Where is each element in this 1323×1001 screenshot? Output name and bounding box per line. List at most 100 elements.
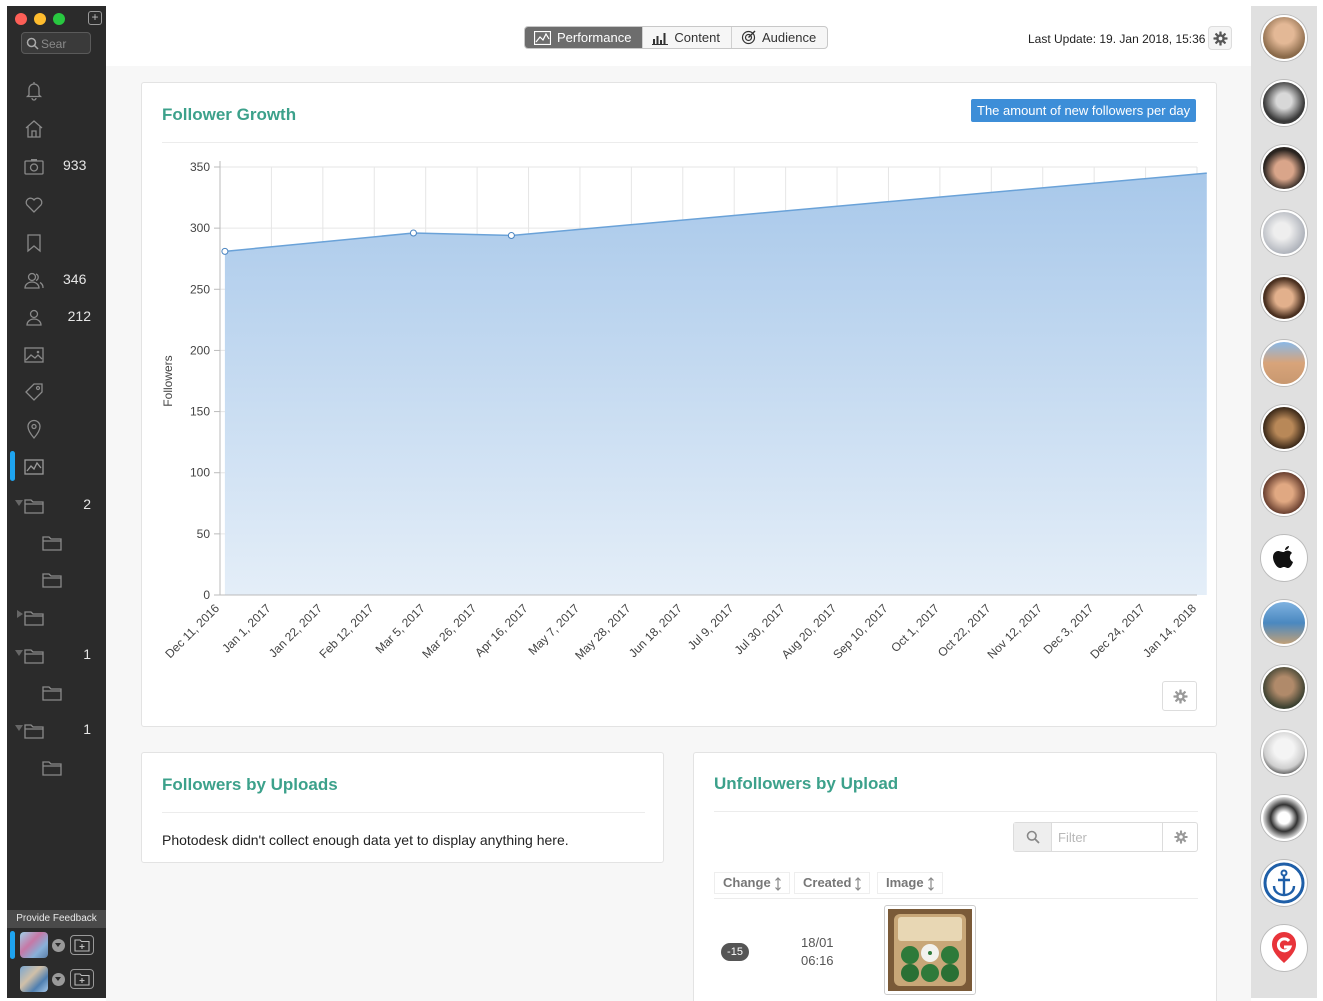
y-axis-label: Followers xyxy=(161,355,175,406)
x-tick-label: Jun 18, 2017 xyxy=(626,601,685,660)
tab-content[interactable]: Content xyxy=(643,27,732,48)
x-tick-label: Jul 30, 2017 xyxy=(732,601,788,657)
account-dropdown-icon[interactable] xyxy=(52,939,65,952)
expand-toggle[interactable] xyxy=(15,500,23,506)
follower-growth-card: Follower Growth The amount of new follow… xyxy=(141,82,1217,727)
x-tick-label: Sep 10, 2017 xyxy=(830,601,891,662)
last-update-text: Last Update: 19. Jan 2018, 15:36 xyxy=(1028,32,1206,46)
filter-input[interactable] xyxy=(1058,829,1158,845)
profile-avatar[interactable] xyxy=(1261,80,1307,126)
profile-avatar[interactable] xyxy=(1261,15,1307,61)
y-tick-label: 0 xyxy=(203,588,210,602)
account-row[interactable] xyxy=(7,929,106,961)
profile-avatar[interactable] xyxy=(1261,665,1307,711)
tab-performance[interactable]: Performance xyxy=(525,27,644,48)
account-row[interactable] xyxy=(7,963,106,995)
account-avatar[interactable] xyxy=(20,932,48,958)
chart-settings-button[interactable] xyxy=(1162,681,1197,711)
account-dropdown-icon[interactable] xyxy=(52,973,65,986)
sidebar-subfolder[interactable] xyxy=(7,526,106,556)
sidebar-folder-4[interactable]: 1 xyxy=(7,714,106,744)
x-tick-label: May 7, 2017 xyxy=(525,601,582,658)
column-header-change[interactable]: Change xyxy=(714,872,790,894)
sidebar-item-locations[interactable] xyxy=(7,412,106,442)
sidebar-item-followers[interactable]: 346 xyxy=(7,264,106,294)
profile-avatar[interactable] xyxy=(1261,795,1307,841)
expand-toggle[interactable] xyxy=(17,610,23,618)
add-account-button[interactable] xyxy=(70,935,94,955)
add-account-button[interactable] xyxy=(70,969,94,989)
sidebar-item-notifications[interactable] xyxy=(7,74,106,104)
folder-icon xyxy=(24,649,44,664)
gear-icon xyxy=(1213,31,1228,46)
divider xyxy=(162,142,1198,143)
view-switcher: Performance Content Audience xyxy=(524,26,829,49)
gear-icon xyxy=(1174,830,1188,844)
expand-toggle[interactable] xyxy=(15,650,23,656)
profile-avatar[interactable] xyxy=(1261,470,1307,516)
upload-thumbnail[interactable] xyxy=(884,905,976,995)
sidebar-subfolder[interactable] xyxy=(7,751,106,781)
profile-avatar[interactable] xyxy=(1261,600,1307,646)
sidebar-item-following[interactable]: 212 xyxy=(7,301,106,331)
sidebar-subfolder[interactable] xyxy=(7,563,106,593)
y-tick-label: 50 xyxy=(197,527,211,541)
y-tick-label: 150 xyxy=(190,405,210,419)
zoom-window-button[interactable] xyxy=(53,13,65,25)
filter-search-button[interactable] xyxy=(1014,823,1052,851)
user-icon xyxy=(26,309,42,326)
table-settings-button[interactable] xyxy=(1162,823,1198,851)
column-header-created[interactable]: Created xyxy=(794,872,871,894)
sidebar-item-home[interactable] xyxy=(7,112,106,142)
profile-avatar[interactable] xyxy=(1261,340,1307,386)
x-tick-label: Nov 12, 2017 xyxy=(984,601,1045,662)
profile-avatar[interactable] xyxy=(1261,405,1307,451)
bookmark-icon xyxy=(27,234,41,253)
x-tick-label: Jul 9, 2017 xyxy=(685,601,737,653)
search-icon xyxy=(1026,830,1040,844)
x-tick-label: Apr 16, 2017 xyxy=(472,601,531,660)
add-folder-icon xyxy=(74,973,90,986)
sidebar-item-tags[interactable] xyxy=(7,375,106,405)
x-tick-label: Feb 12, 2017 xyxy=(316,601,376,661)
column-header-image[interactable]: Image xyxy=(877,872,943,894)
card-title: Unfollowers by Upload xyxy=(714,774,899,793)
close-window-button[interactable] xyxy=(15,13,27,25)
gear-icon xyxy=(1173,689,1188,704)
profile-avatar[interactable] xyxy=(1261,145,1307,191)
divider xyxy=(714,898,1198,899)
sidebar-item-bookmarks[interactable] xyxy=(7,226,106,256)
y-tick-label: 250 xyxy=(190,282,210,296)
folder-count: 2 xyxy=(83,496,91,512)
apple-logo-icon xyxy=(1263,537,1305,579)
home-icon xyxy=(25,120,43,138)
profile-avatar[interactable] xyxy=(1261,210,1307,256)
sidebar-item-media[interactable] xyxy=(7,338,106,368)
add-window-button[interactable]: + xyxy=(88,11,102,25)
sidebar-item-analytics[interactable] xyxy=(7,450,106,480)
profile-avatar[interactable] xyxy=(1261,535,1307,581)
profile-avatar[interactable] xyxy=(1261,730,1307,776)
sidebar-search-input[interactable]: Sear xyxy=(21,32,91,54)
sidebar-item-photos[interactable]: 933 xyxy=(7,150,106,180)
profile-avatar[interactable] xyxy=(1261,925,1307,971)
tab-audience[interactable]: Audience xyxy=(732,27,827,48)
heart-icon xyxy=(25,197,43,213)
bell-icon xyxy=(25,82,43,101)
sidebar-subfolder[interactable] xyxy=(7,676,106,706)
provide-feedback-button[interactable]: Provide Feedback xyxy=(7,910,106,928)
minimize-window-button[interactable] xyxy=(34,13,46,25)
account-avatar[interactable] xyxy=(20,966,48,992)
target-icon xyxy=(741,30,756,45)
profile-avatar[interactable] xyxy=(1261,860,1307,906)
settings-button[interactable] xyxy=(1208,26,1232,50)
sidebar-folder-2[interactable] xyxy=(7,601,106,631)
sidebar-folder-1[interactable]: 2 xyxy=(7,489,106,519)
profile-avatar[interactable] xyxy=(1261,275,1307,321)
sidebar-item-likes[interactable] xyxy=(7,188,106,218)
image-icon xyxy=(24,347,44,363)
card-title: Follower Growth xyxy=(162,105,297,124)
expand-toggle[interactable] xyxy=(15,725,23,731)
search-placeholder: Sear xyxy=(41,36,67,51)
sidebar-folder-3[interactable]: 1 xyxy=(7,639,106,669)
